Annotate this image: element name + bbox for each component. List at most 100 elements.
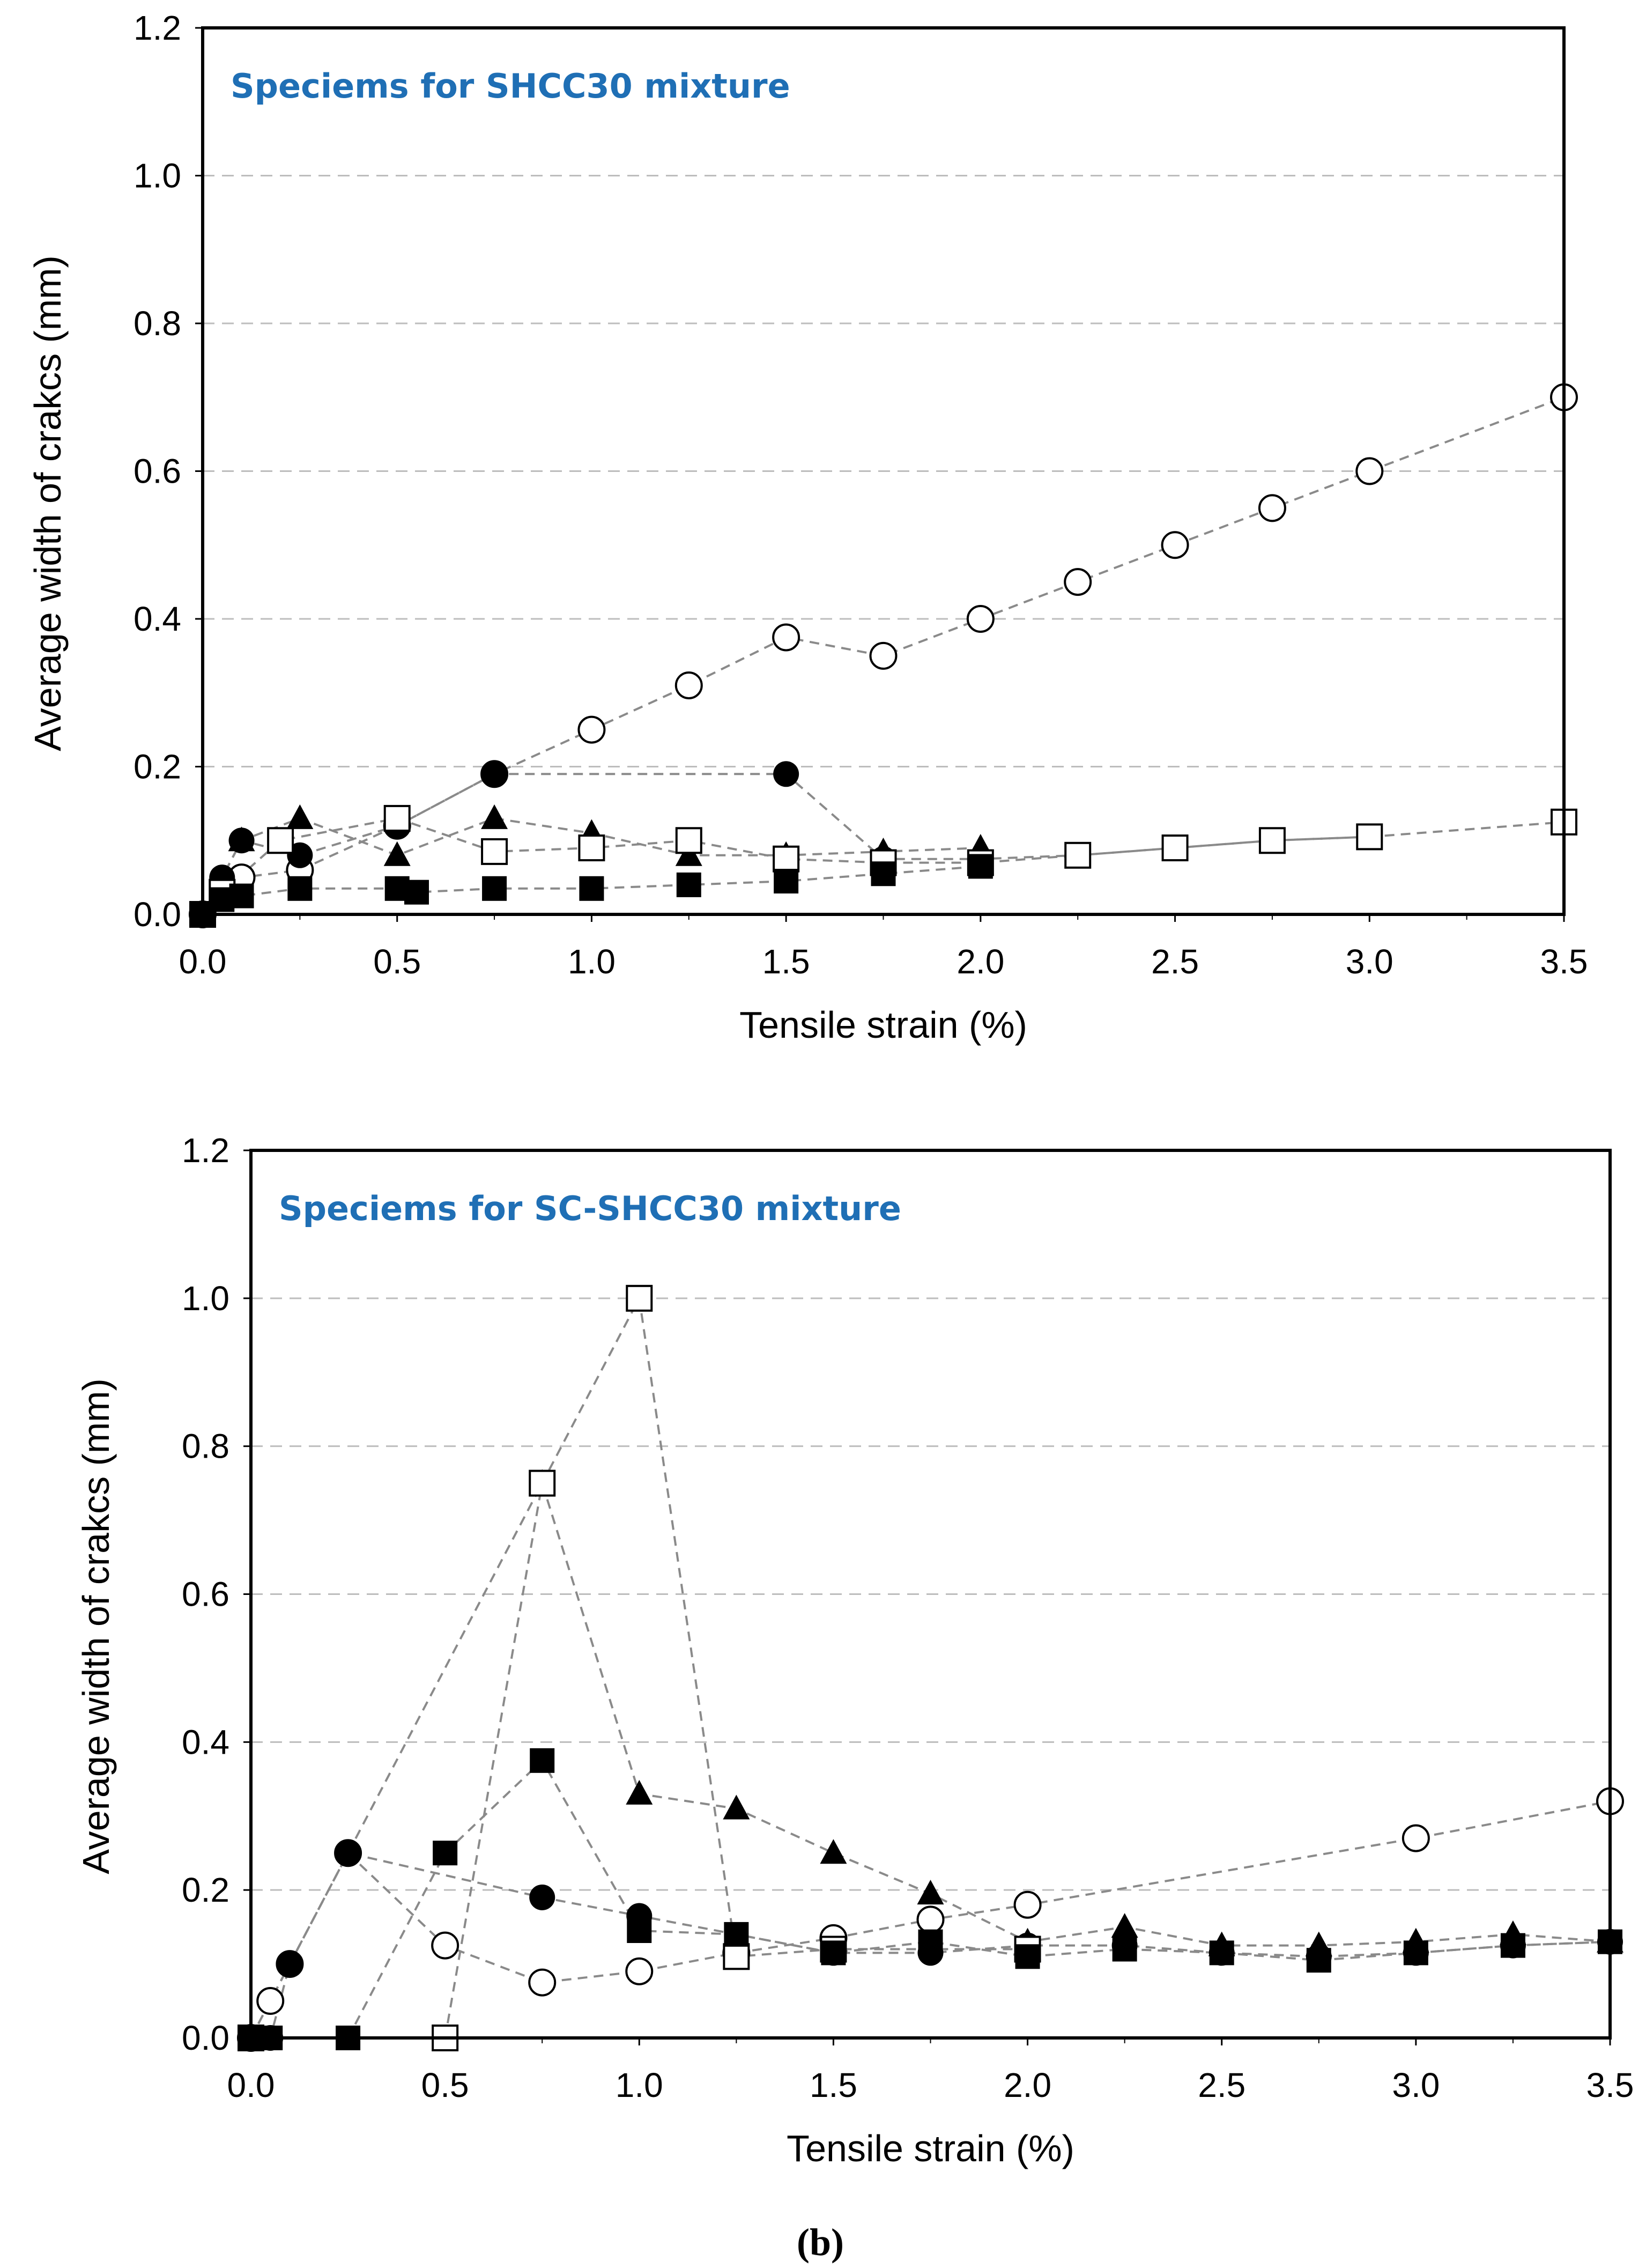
data-point-filled-square (404, 880, 429, 905)
data-point-open-circle (869, 641, 898, 670)
x-tick-label: 3.0 (1346, 942, 1393, 981)
x-tick-label: 2.5 (1151, 942, 1199, 981)
data-point-open-circle (674, 671, 703, 699)
chart-title: Speciems for SC-SHCC30 mixture (279, 1189, 901, 1228)
data-point-filled-triangle (286, 804, 314, 829)
data-point-open-circle (431, 1931, 459, 1960)
x-tick-label: 0.0 (227, 2066, 275, 2104)
data-point-filled-square (1500, 1933, 1525, 1958)
data-point-open-square (773, 845, 800, 873)
plot-area-frame (249, 1149, 1612, 2040)
data-point-open-square (1161, 834, 1189, 862)
data-point-open-circle (528, 1968, 557, 1997)
data-point-filled-square (433, 1841, 458, 1866)
figure-label: (b) (797, 2221, 844, 2264)
x-tick-label: 1.5 (810, 2066, 857, 2104)
data-point-filled-square (724, 1922, 749, 1947)
data-point-filled-square (1209, 1940, 1234, 1966)
chart-panel-a: 0.0 0.2 0.4 0.6 0.8 1.0 1.2 0.0 0.5 1.0 1.5 2.0 2.5 3… (27, 9, 1588, 1046)
y-tick-label: 0.4 (182, 1723, 229, 1761)
x-tick-label: 1.5 (762, 942, 810, 981)
x-tick-label: 2.5 (1198, 2066, 1245, 2104)
data-point-filled-triangle (917, 1880, 944, 1905)
data-point-filled-triangle (723, 1794, 750, 1820)
y-tick-label: 0.6 (134, 452, 181, 491)
data-point-filled-circle (277, 1951, 303, 1977)
data-point-open-circle (916, 1905, 945, 1934)
x-tick-label: 0.5 (373, 942, 421, 981)
y-tick-label: 0.2 (182, 1871, 229, 1909)
data-point-filled-square (229, 883, 254, 908)
x-tick-label: 2.0 (957, 942, 1004, 981)
y-tick-label: 0.0 (134, 895, 181, 934)
y-tick-label: 0.4 (134, 600, 181, 638)
y-tick-label: 1.0 (182, 1279, 229, 1318)
data-point-filled-circle (529, 1884, 555, 1910)
data-point-open-square (1356, 823, 1383, 851)
x-tick-label: 1.0 (616, 2066, 663, 2104)
data-point-filled-square (676, 872, 701, 897)
data-point-filled-square (1306, 1948, 1331, 1973)
data-point-open-circle (256, 1987, 285, 2015)
data-point-open-square (1064, 841, 1092, 869)
y-tick-label: 0.8 (182, 1427, 229, 1466)
data-point-filled-triangle (1111, 1913, 1138, 1938)
x-tick-label: 3.5 (1586, 2066, 1634, 2104)
data-point-filled-square (774, 869, 799, 894)
data-point-open-circle (966, 605, 995, 633)
x-tick-label: 3.5 (1540, 942, 1588, 981)
data-point-open-square (529, 1469, 556, 1497)
data-point-filled-triangle (481, 804, 508, 829)
data-point-filled-square (918, 1929, 943, 1954)
x-axis-label: Tensile strain (%) (787, 2127, 1074, 2169)
data-point-open-square (675, 827, 702, 854)
data-point-open-square (723, 1943, 750, 1970)
data-point-open-square (383, 804, 411, 832)
data-point-filled-square (287, 876, 313, 901)
data-point-open-square (1258, 827, 1286, 854)
data-point-filled-circle (481, 761, 508, 787)
data-point-filled-triangle (228, 826, 255, 852)
x-tick-label: 3.0 (1392, 2066, 1440, 2104)
data-point-filled-square (1403, 1940, 1428, 1966)
data-point-open-circle (772, 623, 800, 652)
y-tick-label: 1.2 (134, 9, 181, 47)
x-tick-label: 1.0 (568, 942, 616, 981)
data-point-open-circle (1402, 1824, 1430, 1852)
data-point-filled-square (579, 876, 604, 901)
y-tick-label: 1.2 (182, 1131, 229, 1170)
data-point-filled-triangle (820, 1839, 847, 1864)
x-tick-label: 2.0 (1004, 2066, 1051, 2104)
data-point-open-circle (1355, 457, 1384, 485)
chart-title: Speciems for SHCC30 mixture (231, 67, 790, 106)
data-point-filled-square (482, 876, 507, 901)
data-point-open-square (481, 838, 508, 865)
data-point-filled-square (1112, 1937, 1137, 1962)
series-line-filled-square (251, 1759, 1611, 2039)
data-point-open-square (578, 834, 605, 862)
data-point-filled-triangle (383, 841, 411, 866)
data-point-filled-square (821, 1940, 846, 1966)
data-point-open-circle (625, 1957, 654, 1985)
data-point-open-circle (1161, 531, 1189, 559)
y-tick-label: 0.6 (182, 1575, 229, 1614)
y-axis-label: Average width of crakcs (mm) (75, 1378, 117, 1874)
y-tick-label: 1.0 (134, 157, 181, 195)
data-point-filled-triangle (626, 1779, 653, 1805)
chart-panel-b: 0.0 0.2 0.4 0.6 0.8 1.0 1.2 0.0 0.5 1.0 1.5 2.0 2.5 3… (75, 1131, 1634, 2169)
data-point-filled-circle (773, 761, 799, 787)
data-point-open-circle (577, 715, 606, 744)
x-axis-label: Tensile strain (%) (739, 1004, 1027, 1046)
data-point-open-circle (1258, 494, 1286, 522)
data-point-filled-square (627, 1918, 652, 1944)
y-tick-label: 0.0 (182, 2019, 229, 2057)
plot-area-frame (201, 26, 1566, 916)
data-point-filled-square (968, 854, 993, 879)
x-tick-label: 0.5 (421, 2066, 469, 2104)
x-tick-label: 0.0 (179, 942, 227, 981)
data-point-open-circle (1013, 1890, 1042, 1919)
data-point-open-square (267, 827, 294, 854)
series-line-open-square (202, 817, 1565, 915)
data-point-filled-square (871, 861, 896, 886)
